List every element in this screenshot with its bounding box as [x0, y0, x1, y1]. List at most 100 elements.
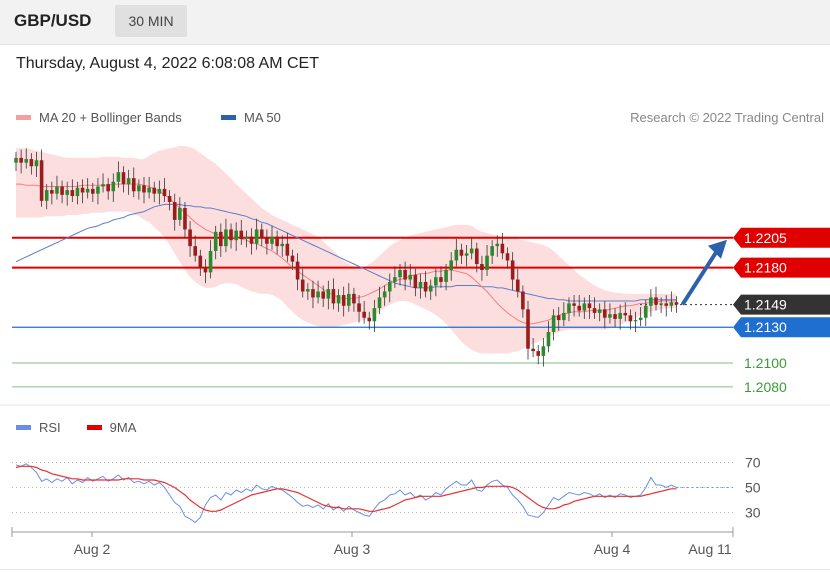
candle-body: [674, 302, 679, 305]
ma20-line: [16, 183, 677, 325]
candle-body: [633, 320, 638, 322]
candle-body: [85, 188, 90, 193]
candle-body: [142, 185, 146, 193]
candle-body: [24, 159, 29, 163]
candle-body: [423, 281, 428, 292]
candle-body: [265, 237, 269, 244]
candle-body: [300, 279, 305, 292]
candle-body: [137, 185, 141, 192]
candle-body: [244, 236, 249, 239]
candle-body: [39, 160, 44, 201]
candle-body: [131, 178, 136, 192]
candle-body: [536, 351, 541, 356]
legend-rsi: RSI 9MA: [16, 420, 136, 435]
candle-body: [449, 260, 453, 270]
candle-body: [393, 277, 397, 282]
research-credit: Research © 2022 Trading Central: [630, 110, 824, 125]
candle-body: [659, 303, 663, 305]
candle-body: [638, 317, 643, 321]
level-label-1: 1.2180: [744, 260, 787, 276]
candle-body: [464, 253, 469, 256]
ma20-legend-label: MA 20 + Bollinger Bands: [39, 110, 182, 125]
candle-body: [126, 178, 131, 185]
timeframe-button[interactable]: 30 MIN: [115, 5, 187, 37]
level-label-3: 1.2130: [744, 319, 787, 335]
candle-body: [628, 315, 633, 322]
candle-body: [116, 172, 121, 182]
candle-body: [290, 255, 295, 262]
candle-body: [434, 277, 438, 286]
candle-body: [592, 308, 597, 313]
candle-body: [521, 291, 525, 310]
level-label-0: 1.2205: [744, 230, 787, 246]
candle-body: [326, 289, 331, 299]
candle-body: [306, 289, 310, 292]
candle-body: [29, 159, 34, 167]
candle-body: [280, 243, 285, 247]
candle-body: [643, 305, 648, 318]
candle-body: [275, 236, 279, 247]
candle-body: [649, 297, 653, 306]
candle-body: [311, 289, 315, 298]
candle-body: [526, 309, 530, 349]
candle-body: [285, 243, 290, 256]
rsi-tick-label-30: 30: [745, 505, 761, 521]
level-label-2: 1.2149: [744, 297, 787, 313]
candle-body: [270, 236, 274, 244]
candle-body: [152, 187, 157, 194]
candle-body: [408, 274, 413, 280]
level-tag-2: [733, 294, 830, 315]
candle-body: [101, 184, 105, 187]
level-tag-1: [733, 257, 830, 278]
candle-body: [316, 291, 320, 298]
timestamp: Thursday, August 4, 2022 6:08:08 AM CET: [16, 55, 319, 72]
candle-body: [106, 184, 110, 192]
candle-body: [623, 312, 628, 316]
candle-body: [331, 289, 336, 304]
candle-body: [219, 231, 223, 247]
ma50-swatch: [221, 115, 236, 120]
candle-body: [341, 295, 346, 306]
legend-ma20: MA 20 + Bollinger Bands: [16, 110, 182, 125]
candle-body: [213, 231, 218, 251]
candle-body: [382, 291, 387, 298]
candle-body: [19, 157, 23, 163]
candle-body: [669, 302, 674, 306]
candle-body: [60, 186, 64, 195]
legend-ma50: MA 50: [221, 110, 281, 125]
x-tick-label-0: Aug 2: [74, 541, 111, 557]
candle-body: [603, 309, 607, 318]
candle-body: [531, 348, 535, 352]
candle-body: [336, 295, 341, 304]
ma9-legend-label: 9MA: [109, 420, 137, 435]
candle-body: [362, 311, 366, 318]
candle-body: [546, 332, 551, 347]
candle-body: [111, 181, 116, 192]
candle-body: [418, 281, 423, 288]
bollinger-band: [16, 146, 677, 354]
candle-body: [367, 317, 372, 322]
x-tick-label-1: Aug 3: [334, 541, 371, 557]
footer-divider: [0, 569, 830, 570]
x-axis: Aug 2 Aug 3 Aug 4 Aug 11: [11, 527, 734, 557]
candle-body: [618, 312, 622, 319]
candle-body: [664, 303, 669, 306]
level-tag-3: [733, 317, 830, 338]
candle-body: [198, 255, 203, 268]
candle-body: [398, 270, 402, 278]
candle-body: [357, 303, 361, 312]
candle-body: [562, 312, 566, 321]
chart-header: GBP/USD 30 MIN: [0, 0, 830, 45]
candle-body: [475, 248, 479, 265]
candle-body: [157, 188, 162, 194]
candle-body: [254, 229, 259, 244]
forecast-arrow-shaft: [680, 246, 721, 306]
level-tag-0: [733, 227, 830, 248]
level-label-4: 1.2100: [744, 355, 787, 371]
candle-body: [403, 270, 407, 280]
candle-body: [500, 243, 505, 254]
candle-body: [203, 267, 208, 273]
candle-body: [577, 305, 581, 311]
candle-body: [347, 293, 351, 306]
candle-body: [567, 303, 571, 313]
